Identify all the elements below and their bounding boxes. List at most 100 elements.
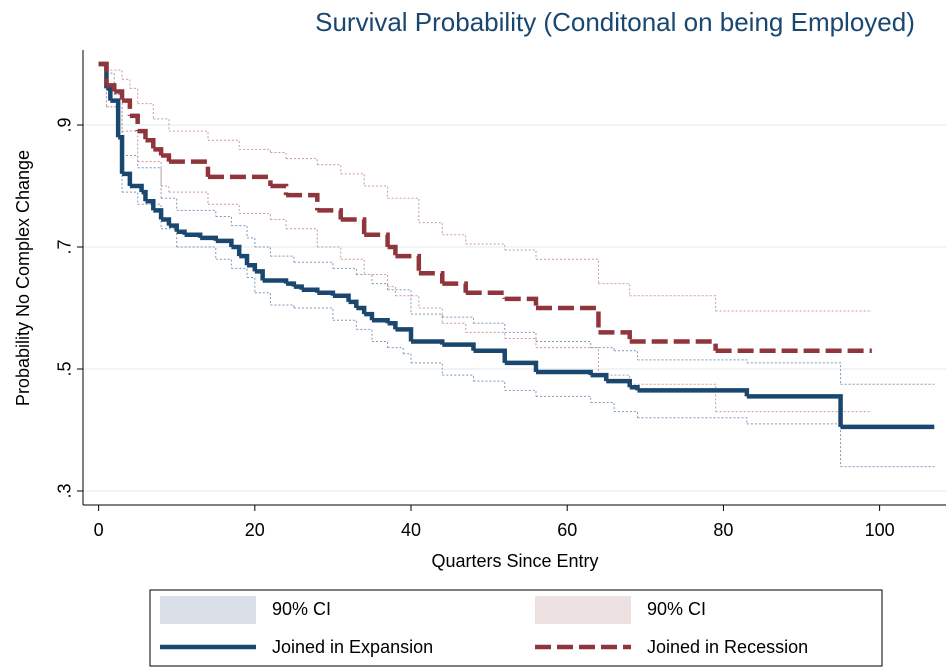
- ci-line: [176, 246, 217, 260]
- survival-line: [98, 61, 109, 86]
- ci-line: [254, 246, 271, 257]
- survival-line: [161, 217, 172, 226]
- ci-line: [122, 155, 139, 168]
- ci-line: [387, 197, 420, 223]
- x-tick-label: 20: [245, 520, 265, 540]
- legend-ci-swatch: [535, 596, 631, 624]
- ci-line: [590, 402, 615, 412]
- ci-line: [270, 151, 287, 159]
- ci-line: [387, 289, 412, 315]
- ci-line: [161, 197, 178, 211]
- ci-line: [332, 319, 357, 330]
- ci-line: [215, 216, 232, 226]
- survival-line: [411, 339, 445, 345]
- x-axis-label: Quarters Since Entry: [431, 551, 598, 571]
- ci-line: [317, 164, 342, 174]
- survival-line: [129, 113, 140, 132]
- ci-line: [418, 222, 443, 235]
- chart-title: Survival Probability (Conditonal on bein…: [315, 7, 915, 37]
- survival-line: [122, 171, 133, 187]
- y-tick-label: .7: [55, 239, 75, 254]
- ci-line: [168, 191, 209, 205]
- ci-line: [598, 283, 631, 296]
- x-tick-label: 80: [713, 520, 733, 540]
- survival-line: [270, 183, 289, 196]
- ci-line: [465, 331, 506, 339]
- ci-line: [270, 255, 295, 263]
- ci-line: [239, 148, 271, 153]
- ci-line: [637, 417, 748, 424]
- ci-line: [286, 228, 318, 248]
- ci-line: [254, 292, 271, 305]
- ci-line: [614, 411, 639, 418]
- ci-line: [247, 237, 256, 248]
- survival-line: [535, 369, 593, 376]
- survival-line: [364, 232, 390, 248]
- ci-line: [504, 337, 537, 348]
- survival-line: [746, 394, 843, 427]
- ci-line: [137, 203, 162, 229]
- survival-line: [332, 293, 351, 302]
- ci-line: [535, 347, 599, 376]
- ci-line: [364, 185, 389, 199]
- ci-line: [465, 243, 506, 251]
- x-tick-label: 0: [94, 520, 104, 540]
- survival-line: [442, 342, 476, 351]
- survival-line: [598, 330, 632, 342]
- ci-line: [356, 273, 373, 284]
- survival-line: [301, 287, 320, 293]
- survival-line: [176, 229, 187, 235]
- survival-line: [168, 223, 179, 232]
- ci-line: [231, 225, 248, 238]
- survival-line: [145, 138, 156, 150]
- ci-line: [746, 423, 842, 467]
- ci-line: [106, 106, 123, 132]
- survival-line: [231, 244, 242, 257]
- x-tick-label: 100: [865, 520, 895, 540]
- ci-line: [286, 158, 318, 165]
- survival-line: [129, 183, 144, 193]
- survival-line: [364, 311, 375, 321]
- ci-line: [356, 328, 373, 342]
- ci-line: [153, 118, 170, 132]
- survival-line: [207, 174, 273, 187]
- survival-line: [371, 317, 390, 324]
- ci-line: [122, 191, 139, 205]
- ci-line: [207, 203, 240, 214]
- survival-line: [387, 244, 398, 257]
- survival-line: [606, 378, 632, 388]
- ci-line: [387, 286, 396, 296]
- ci-line: [442, 374, 474, 382]
- y-tick-label: .5: [55, 361, 75, 376]
- y-tick-label: .3: [55, 483, 75, 498]
- y-tick-label: .9: [55, 118, 75, 133]
- ci-line: [340, 173, 365, 187]
- ci-line: [161, 228, 178, 248]
- ci-line: [215, 258, 232, 269]
- survival-line: [465, 290, 507, 299]
- ci-line: [504, 389, 537, 397]
- survival-line: [200, 235, 219, 241]
- survival-line: [247, 263, 258, 272]
- survival-line: [317, 208, 343, 220]
- survival-line: [141, 189, 148, 202]
- ci-line: [122, 130, 139, 162]
- survival-line: [348, 299, 359, 308]
- ci-line: [129, 87, 139, 104]
- ci-line: [317, 246, 342, 260]
- survival-line: [395, 327, 414, 342]
- ci-line: [504, 249, 537, 260]
- ci-line: [535, 341, 592, 348]
- survival-line: [118, 134, 125, 174]
- survival-line: [122, 98, 133, 116]
- ci-line: [371, 341, 389, 348]
- survival-line: [504, 296, 539, 308]
- survival-line: [239, 253, 250, 266]
- ci-line: [418, 307, 443, 324]
- ci-line: [98, 63, 107, 107]
- survival-line: [184, 232, 203, 238]
- ci-line: [137, 161, 162, 187]
- survival-line: [387, 320, 398, 330]
- ci-line: [387, 347, 404, 354]
- ci-line: [293, 261, 334, 269]
